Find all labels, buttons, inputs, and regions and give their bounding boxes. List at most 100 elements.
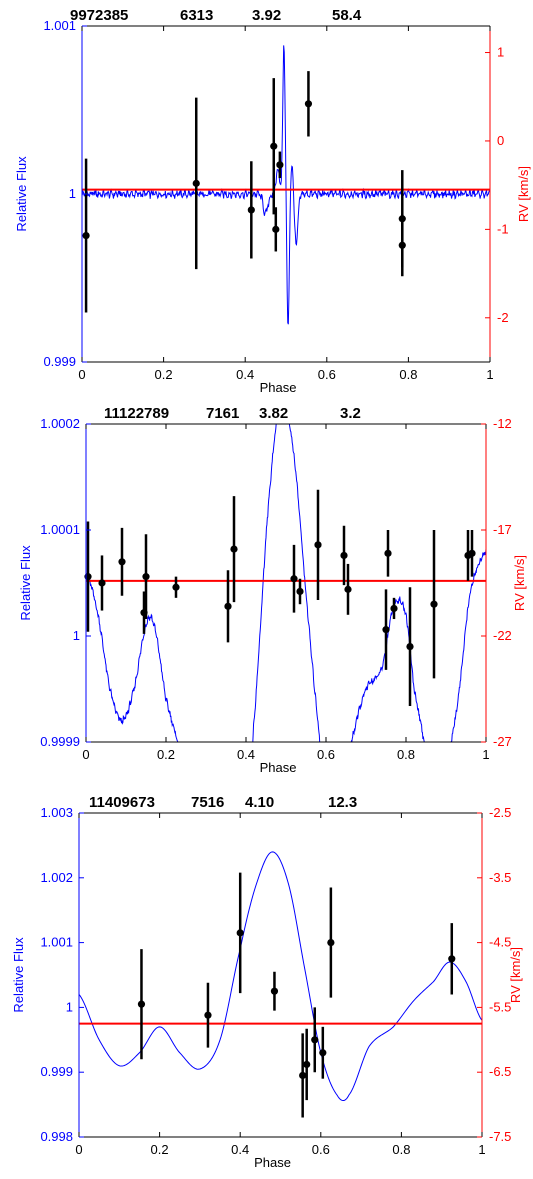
x-tick-label: 0.8 bbox=[397, 747, 415, 762]
y-right-axis-label: RV [km/s] bbox=[508, 947, 523, 1003]
rv-data-point bbox=[384, 549, 392, 557]
header-value: 9972385 bbox=[70, 7, 128, 24]
rv-data-point bbox=[303, 1060, 311, 1069]
rv-data-point bbox=[142, 573, 150, 581]
y-right-tick-label: -22 bbox=[493, 628, 512, 643]
y-right-tick-label: 0 bbox=[497, 133, 504, 148]
rv-data-point bbox=[290, 575, 298, 583]
header-value: 7516 bbox=[191, 794, 224, 811]
y-left-tick-label: 1 bbox=[73, 628, 80, 643]
x-tick-label: 0.2 bbox=[157, 747, 175, 762]
x-tick-label: 0.8 bbox=[392, 1142, 410, 1157]
y-right-tick-label: -5.5 bbox=[489, 999, 511, 1014]
x-tick-label: 0 bbox=[78, 367, 85, 382]
x-tick-label: 0.2 bbox=[151, 1142, 169, 1157]
x-axis-label: Phase bbox=[260, 380, 297, 395]
rv-data-point bbox=[382, 626, 390, 634]
rv-data-point bbox=[398, 241, 406, 249]
x-tick-label: 0 bbox=[75, 1142, 82, 1157]
flux-curve bbox=[82, 45, 490, 325]
header-value: 3.92 bbox=[252, 7, 281, 24]
y-left-tick-label: 1 bbox=[69, 186, 76, 201]
rv-data-point bbox=[84, 573, 92, 581]
rv-data-point bbox=[172, 583, 180, 591]
y-left-tick-label: 1 bbox=[66, 999, 73, 1014]
y-right-tick-label: -3.5 bbox=[489, 870, 511, 885]
y-right-axis-label: RV [km/s] bbox=[512, 555, 527, 611]
y-right-tick-label: -17 bbox=[493, 522, 512, 537]
y-right-tick-label: -1 bbox=[497, 221, 509, 236]
rv-data-point bbox=[118, 558, 126, 566]
x-axis-label: Phase bbox=[260, 760, 297, 775]
y-right-tick-label: 1 bbox=[497, 45, 504, 60]
rv-data-point bbox=[272, 225, 280, 233]
flux-curve bbox=[79, 851, 482, 1102]
y-left-axis-label: Relative Flux bbox=[14, 156, 29, 232]
rv-data-point bbox=[430, 600, 438, 608]
rv-data-point bbox=[270, 987, 279, 995]
x-tick-label: 0.2 bbox=[155, 367, 173, 382]
rv-data-point bbox=[406, 643, 414, 651]
y-left-axis-label: Relative Flux bbox=[11, 937, 26, 1013]
y-left-tick-label: 1.0001 bbox=[40, 522, 80, 537]
y-right-tick-label: -7.5 bbox=[489, 1129, 511, 1144]
rv-data-point bbox=[192, 179, 200, 187]
rv-data-point bbox=[270, 142, 278, 150]
rv-data-point bbox=[327, 939, 335, 947]
y-left-tick-label: 1.003 bbox=[40, 805, 73, 820]
rv-data-point bbox=[204, 1011, 212, 1019]
x-tick-label: 1 bbox=[486, 367, 493, 382]
y-left-tick-label: 1.001 bbox=[43, 18, 76, 33]
y-right-axis-label: RV [km/s] bbox=[516, 166, 531, 222]
header-value: 4.10 bbox=[245, 794, 274, 811]
chart-panel-2: 11122789 7161 3.82 3.2 0 0.2 0.4 0.6 0.8 1 Phase 0.… bbox=[18, 405, 527, 775]
y-left-tick-label: 0.999 bbox=[43, 354, 76, 369]
x-tick-label: 0 bbox=[82, 747, 89, 762]
y-left-tick-label: 1.002 bbox=[40, 870, 73, 885]
rv-data-point bbox=[137, 1000, 146, 1008]
rv-data-point bbox=[319, 1049, 327, 1057]
rv-data-point bbox=[236, 929, 244, 937]
rv-data-point bbox=[224, 602, 232, 610]
y-right-tick-label: -27 bbox=[493, 734, 512, 749]
header-value: 6313 bbox=[180, 7, 213, 24]
y-right-tick-label: -6.5 bbox=[489, 1064, 511, 1079]
rv-data-point bbox=[296, 587, 304, 596]
x-tick-label: 0.6 bbox=[312, 1142, 330, 1157]
rv-data-point bbox=[311, 1036, 319, 1044]
y-right-tick-label: -2 bbox=[497, 310, 509, 325]
x-tick-label: 0.4 bbox=[236, 367, 254, 382]
y-right-tick-label: -4.5 bbox=[489, 935, 511, 950]
header-value: 3.82 bbox=[259, 405, 288, 422]
y-right-tick-label: -2.5 bbox=[489, 805, 511, 820]
rv-data-point bbox=[390, 604, 398, 613]
y-right-tick-label: -12 bbox=[493, 416, 512, 431]
rv-data-point bbox=[276, 161, 284, 169]
header-value: 3.2 bbox=[340, 405, 361, 422]
x-tick-label: 0.6 bbox=[317, 747, 335, 762]
x-tick-label: 0.6 bbox=[318, 367, 336, 382]
x-tick-label: 0.4 bbox=[237, 747, 255, 762]
x-axis-label: Phase bbox=[254, 1155, 291, 1170]
y-left-axis-label: Relative Flux bbox=[18, 545, 33, 621]
rv-data-point bbox=[448, 955, 456, 963]
x-tick-label: 0.4 bbox=[231, 1142, 249, 1157]
y-left-tick-label: 0.999 bbox=[40, 1064, 73, 1079]
flux-curve bbox=[86, 424, 486, 742]
rv-data-point bbox=[304, 100, 313, 108]
header-value: 7161 bbox=[206, 405, 239, 422]
chart-panel-1: 9972385 6313 3.92 58.4 0 0.2 0.4 0.6 0.8 1 Phase 0.… bbox=[14, 7, 531, 395]
header-value: 12.3 bbox=[328, 794, 357, 811]
header-value: 11122789 bbox=[104, 405, 169, 422]
y-left-tick-label: 1.001 bbox=[40, 935, 73, 950]
rv-data-point bbox=[247, 206, 255, 214]
rv-data-point bbox=[340, 551, 348, 560]
y-left-tick-label: 0.9999 bbox=[40, 734, 80, 749]
x-tick-label: 1 bbox=[482, 747, 489, 762]
chart-panel-3: 11409673 7516 4.10 12.3 0 0.2 0.4 0.6 0.8 1 Phase 0… bbox=[11, 794, 523, 1170]
rv-data-point bbox=[82, 231, 90, 240]
rv-data-point bbox=[299, 1071, 307, 1080]
rv-data-point bbox=[314, 541, 322, 549]
y-left-tick-label: 1.0002 bbox=[40, 416, 80, 431]
